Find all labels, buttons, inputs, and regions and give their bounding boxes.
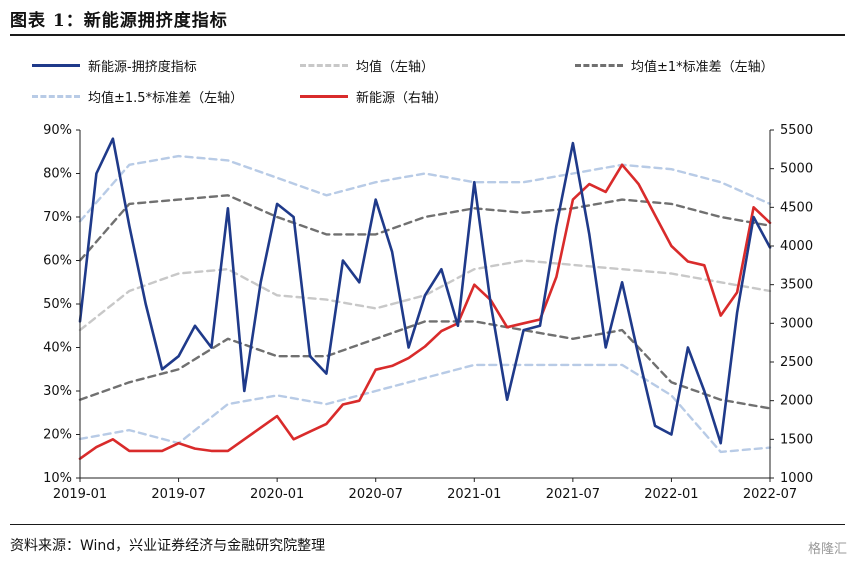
y-left-tick-label: 10% — [43, 471, 72, 486]
legend-item-band15: 均值±1.5*标准差（左轴） — [32, 87, 243, 106]
legend-label-band1: 均值±1*标准差（左轴） — [631, 60, 774, 75]
x-tick-label: 2021-01 — [447, 487, 501, 502]
y-right-tick-label: 4000 — [780, 239, 813, 254]
legend-label-crowding: 新能源-拥挤度指标 — [88, 60, 197, 75]
legend-swatch-band15 — [32, 95, 80, 98]
title-rule — [10, 34, 845, 36]
legend-item-band1: 均值±1*标准差（左轴） — [575, 56, 774, 75]
legend-label-band15: 均值±1.5*标准差（左轴） — [88, 91, 244, 106]
legend-swatch-mean — [300, 64, 348, 67]
y-right-tick-label: 1000 — [780, 471, 813, 486]
series-layer — [78, 137, 772, 461]
y-left-tick-label: 80% — [43, 167, 72, 182]
y-right-tick-label: 5000 — [780, 162, 813, 177]
legend-swatch-band1 — [575, 64, 623, 67]
y-left-tick-label: 90% — [43, 123, 72, 138]
y-right-tick-label: 2500 — [780, 355, 813, 370]
y-left-tick-label: 50% — [43, 297, 72, 312]
y-right-tick-label: 1500 — [780, 432, 813, 447]
y-right-tick-label: 5500 — [780, 123, 813, 138]
x-tick-label: 2019-07 — [151, 487, 205, 502]
y-right-tick-label: 2000 — [780, 394, 813, 409]
y-left-tick-label: 60% — [43, 254, 72, 269]
series-line-band1-lower — [78, 320, 772, 410]
y-left-tick-label: 70% — [43, 210, 72, 225]
x-tick-label: 2022-01 — [644, 487, 698, 502]
legend-swatch-crowding — [32, 64, 80, 67]
series-line-band15 — [78, 154, 772, 223]
series-line-band15-lower — [78, 363, 772, 454]
series-line-band1 — [78, 194, 772, 262]
y-right-tick-label: 3000 — [780, 316, 813, 331]
legend-label-mean: 均值（左轴） — [356, 60, 435, 75]
chart-legend: 新能源-拥挤度指标 均值（左轴） 均值±1*标准差（左轴） 均值±1.5*标准差… — [0, 0, 855, 120]
x-tick-label: 2020-07 — [349, 487, 403, 502]
x-tick-label: 2019-01 — [53, 487, 107, 502]
figure-title: 图表 1：新能源拥挤度指标 — [10, 11, 228, 31]
legend-item-index: 新能源（右轴） — [300, 87, 447, 106]
y-right-tick-label: 4500 — [780, 200, 813, 215]
series-line-crowding — [78, 137, 772, 445]
footer-rule — [10, 524, 845, 525]
legend-label-index: 新能源（右轴） — [356, 91, 448, 106]
source-note: 资料来源：Wind，兴业证券经济与金融研究院整理 — [10, 538, 326, 554]
y-right-tick-label: 3500 — [780, 278, 813, 293]
y-left-tick-label: 40% — [43, 341, 72, 356]
x-tick-label: 2020-01 — [250, 487, 304, 502]
watermark-logo: 格隆汇 — [807, 542, 847, 557]
legend-swatch-index — [300, 95, 348, 98]
x-tick-label: 2021-07 — [546, 487, 600, 502]
legend-item-mean: 均值（左轴） — [300, 56, 434, 75]
legend-item-crowding: 新能源-拥挤度指标 — [32, 56, 197, 75]
series-line-index — [78, 163, 772, 461]
x-tick-label: 2022-07 — [743, 487, 797, 502]
y-left-tick-label: 20% — [43, 428, 72, 443]
axis-layer: 10% 20% 30% 40% 50% 60% 70% 80% 90% 1000 1500 2000 2… — [43, 123, 813, 502]
y-left-tick-label: 30% — [43, 384, 72, 399]
